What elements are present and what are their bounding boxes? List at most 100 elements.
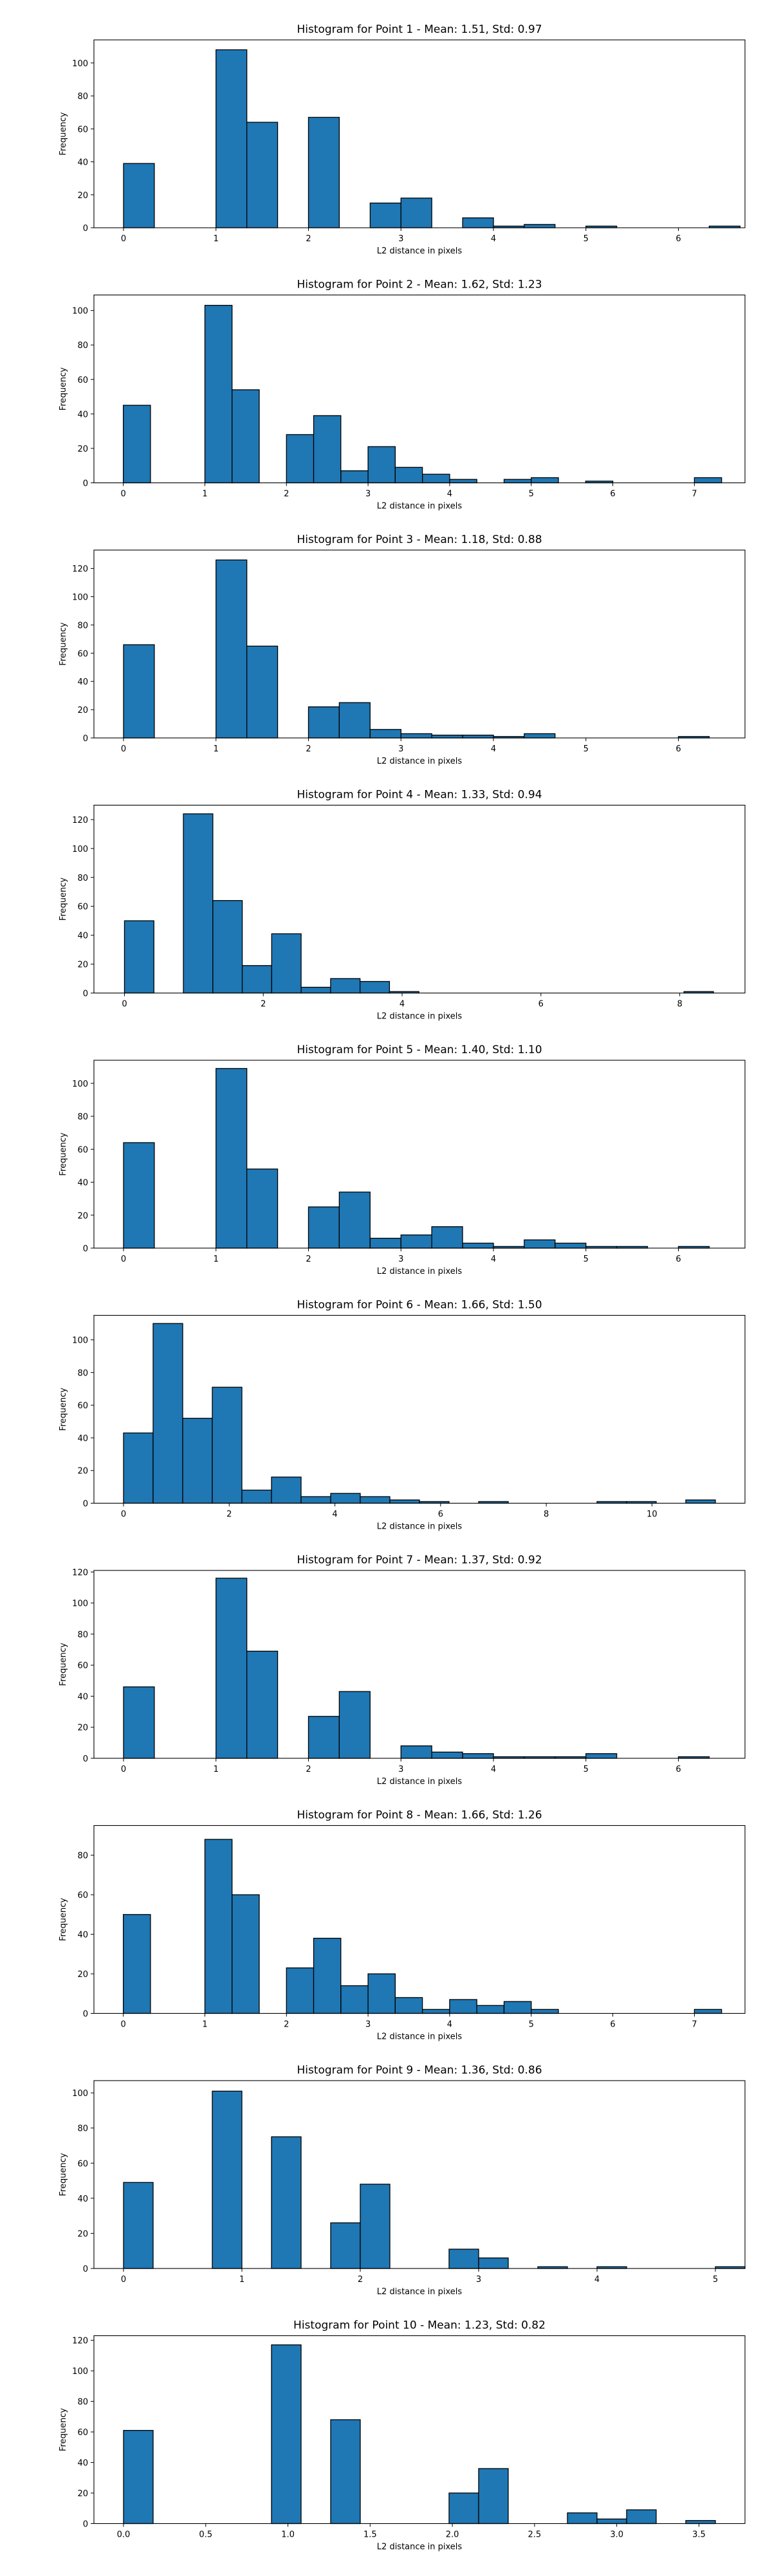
x-tick-label: 10	[647, 1510, 657, 1520]
histogram-bar	[152, 1323, 183, 1504]
histogram-bar	[271, 2344, 302, 2525]
x-tick-label: 0	[121, 1765, 126, 1774]
histogram-bar	[462, 217, 494, 228]
histogram-bar	[685, 1499, 716, 1504]
histogram-panel-9: 0 1 2 3 4 5 0 20 40 60 80 100 Histogram for Point 9 …	[59, 2064, 746, 2297]
x-tick-label: 4	[491, 1255, 496, 1264]
x-tick-label: 2	[358, 2275, 363, 2285]
x-tick-label: 6	[610, 2020, 615, 2030]
histogram-bar	[360, 1496, 391, 1504]
histogram-bar	[123, 2182, 154, 2269]
histogram-bar	[367, 1973, 396, 2014]
histogram-bar	[246, 645, 279, 739]
axes-frame	[93, 549, 746, 739]
histogram-bar	[246, 1650, 279, 1759]
histogram-bar	[204, 1839, 233, 2014]
histogram-bar	[462, 1753, 494, 1759]
histogram-bar	[369, 1237, 401, 1249]
histogram-bar	[123, 1686, 155, 1759]
histogram-bar	[596, 2518, 627, 2525]
y-tick-label: 0	[83, 2520, 88, 2530]
chart-title: Histogram for Point 6 - Mean: 1.66, Std:…	[297, 1299, 542, 1312]
y-tick-label: 20	[77, 706, 88, 715]
histogram-bar	[448, 2492, 479, 2525]
chart-title: Histogram for Point 10 - Mean: 1.23, Std…	[293, 2319, 546, 2332]
x-tick-label: 3	[365, 490, 371, 499]
histogram-bar	[338, 702, 371, 739]
y-tick-label: 60	[77, 649, 88, 659]
chart-title: Histogram for Point 8 - Mean: 1.66, Std:…	[297, 1809, 542, 1822]
y-tick-label: 40	[77, 1434, 88, 1444]
histogram-bar	[531, 2009, 559, 2014]
x-tick-label: 4	[491, 1765, 496, 1774]
x-tick-label: 5	[584, 234, 589, 244]
histogram-bar	[204, 304, 233, 484]
x-tick-label: 5	[584, 744, 589, 754]
x-tick-label: 2	[306, 1255, 311, 1264]
y-tick-label: 0	[83, 989, 88, 999]
y-tick-label: 40	[77, 1692, 88, 1702]
y-tick-label: 0	[83, 734, 88, 744]
histogram-bar	[567, 2512, 598, 2525]
histogram-bar	[308, 1716, 340, 1759]
y-axis-label: Frequency	[59, 1388, 68, 1431]
histogram-panel-10: 0.0 0.5 1.0 1.5 2.0 2.5 3.0 3.5 0 20 40 60 80 100 120 H…	[59, 2319, 746, 2552]
x-tick-label: 3	[476, 2275, 481, 2285]
x-tick-label: 1	[202, 2020, 207, 2030]
x-tick-label: 0	[121, 1510, 126, 1520]
histogram-bar	[232, 389, 260, 484]
x-tick-label: 4	[594, 2275, 600, 2285]
histogram-bar	[400, 1234, 432, 1249]
y-tick-label: 100	[72, 1080, 88, 1089]
chart-title: Histogram for Point 2 - Mean: 1.62, Std:…	[297, 279, 542, 291]
x-tick-label: 2	[284, 490, 289, 499]
y-tick-label: 40	[77, 2194, 88, 2204]
x-axis-label: L2 distance in pixels	[377, 246, 463, 256]
histogram-bar	[271, 1477, 302, 1504]
x-tick-label: 2.0	[446, 2530, 459, 2540]
y-tick-label: 20	[77, 1970, 88, 1980]
x-tick-label: 6	[610, 490, 615, 499]
histogram-bar	[462, 1242, 494, 1249]
histogram-bar	[422, 474, 450, 484]
histogram-bar	[183, 813, 214, 994]
histogram-bar	[478, 2468, 509, 2525]
histogram-bar	[338, 1691, 371, 1759]
histogram-bar	[449, 1999, 477, 2014]
y-tick-label: 100	[72, 307, 88, 317]
y-tick-label: 20	[77, 1467, 88, 1477]
histogram-bar	[308, 116, 340, 228]
histogram-bar	[369, 729, 401, 739]
y-axis-label: Frequency	[59, 112, 68, 155]
chart-title: Histogram for Point 3 - Mean: 1.18, Std:…	[297, 533, 542, 546]
histogram-bar	[123, 1432, 154, 1504]
histogram-bar	[216, 1578, 248, 1759]
axes-frame	[93, 2080, 746, 2269]
x-tick-label: 0	[121, 234, 126, 244]
histogram-bar	[300, 986, 331, 994]
x-tick-label: 7	[692, 2020, 697, 2030]
histogram-bar	[340, 470, 369, 484]
y-tick-label: 40	[77, 410, 88, 419]
y-tick-label: 80	[77, 2124, 88, 2134]
histogram-bar	[503, 2001, 532, 2014]
histogram-bar	[212, 1386, 243, 1504]
x-tick-label: 6	[676, 744, 681, 754]
y-tick-label: 120	[72, 565, 88, 575]
x-tick-label: 1.5	[363, 2530, 377, 2540]
x-axis-label: L2 distance in pixels	[377, 2287, 463, 2297]
axes-frame	[93, 39, 746, 228]
y-tick-label: 0	[83, 1500, 88, 1509]
histogram-bar	[694, 2009, 722, 2014]
y-tick-label: 20	[77, 2489, 88, 2499]
y-tick-label: 80	[77, 1630, 88, 1640]
y-tick-label: 80	[77, 1368, 88, 1378]
histogram-bar	[123, 163, 155, 228]
histogram-bar	[340, 1985, 369, 2014]
y-axis-label: Frequency	[59, 2153, 68, 2196]
histogram-bar	[431, 1226, 463, 1249]
y-tick-label: 100	[72, 1336, 88, 1346]
y-tick-label: 0	[83, 2010, 88, 2019]
histogram-bar	[232, 1894, 260, 2014]
